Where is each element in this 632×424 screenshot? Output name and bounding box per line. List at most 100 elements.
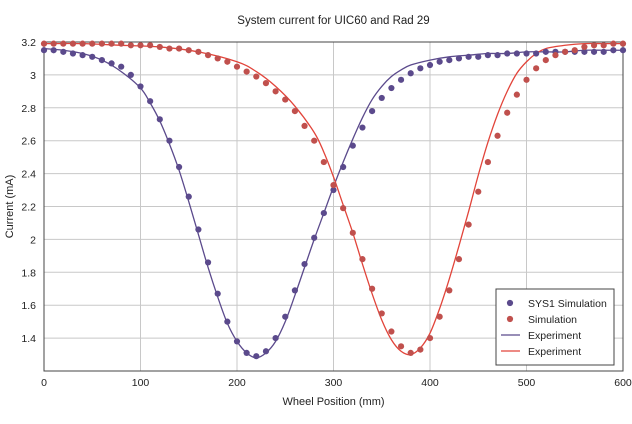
data-point <box>513 91 520 98</box>
y-tick-label: 3 <box>30 70 36 82</box>
data-point <box>243 349 250 357</box>
data-point <box>562 48 569 55</box>
legend-label: Experiment <box>528 346 581 358</box>
data-point <box>426 335 434 342</box>
data-point <box>533 50 540 57</box>
data-point <box>118 40 125 47</box>
data-point <box>253 73 260 80</box>
data-point <box>359 256 366 263</box>
data-point <box>176 163 183 171</box>
data-point <box>224 58 231 65</box>
plot-area <box>43 41 624 372</box>
data-point <box>108 60 115 67</box>
data-point <box>369 107 376 115</box>
data-point <box>446 287 453 294</box>
data-point <box>417 346 424 353</box>
data-point <box>600 42 607 49</box>
data-point <box>407 70 414 77</box>
legend-marker <box>506 315 514 323</box>
legend-label: Simulation <box>528 314 577 326</box>
data-point <box>436 58 443 65</box>
data-point <box>233 338 241 345</box>
data-point <box>243 68 250 75</box>
chart-title: System current for UIC60 and Rad 29 <box>237 15 429 27</box>
data-point <box>349 142 356 149</box>
data-point <box>523 76 530 83</box>
data-point <box>166 45 173 52</box>
data-point <box>455 55 463 62</box>
y-axis-label: Current (mA) <box>4 175 16 239</box>
data-point <box>262 80 270 87</box>
data-point <box>147 42 154 49</box>
data-point <box>69 40 77 47</box>
data-point <box>349 229 356 236</box>
x-tick-label: 0 <box>41 377 47 389</box>
y-tick-label: 2 <box>30 234 36 246</box>
data-point <box>378 310 385 317</box>
data-point <box>446 56 453 64</box>
data-point <box>311 137 318 144</box>
y-tick-label: 2.2 <box>21 202 36 214</box>
data-point <box>156 43 163 51</box>
data-point <box>571 47 578 54</box>
data-point <box>475 188 482 195</box>
data-point <box>89 40 96 47</box>
data-point <box>60 40 67 47</box>
data-point <box>195 48 202 55</box>
data-point <box>127 71 134 78</box>
data-point <box>330 186 337 194</box>
legend-label: SYS1 Simulation <box>528 298 607 310</box>
data-point <box>600 48 607 55</box>
data-point <box>185 193 192 200</box>
legend-marker <box>506 299 514 307</box>
data-point <box>455 256 463 263</box>
data-point <box>224 318 231 325</box>
data-point <box>50 40 57 47</box>
data-point <box>330 182 337 189</box>
data-point <box>504 109 511 116</box>
data-point <box>610 47 617 54</box>
data-point <box>147 98 154 105</box>
legend-label: Experiment <box>528 330 581 342</box>
data-point <box>484 52 491 59</box>
data-point <box>513 50 520 57</box>
data-point <box>89 53 96 60</box>
data-point <box>214 55 221 62</box>
y-tick-label: 1.8 <box>21 267 36 279</box>
data-point <box>214 290 221 297</box>
y-tick-label: 1.6 <box>21 300 36 312</box>
data-point <box>233 63 241 70</box>
data-point <box>504 50 511 57</box>
data-point <box>262 348 270 355</box>
experiment-line <box>43 42 623 356</box>
x-tick-label: 400 <box>421 377 439 389</box>
legend-box <box>495 288 615 366</box>
data-point <box>590 42 598 49</box>
data-point <box>619 47 627 54</box>
data-point <box>98 56 105 64</box>
data-point <box>542 48 549 55</box>
data-point <box>533 65 540 72</box>
data-point <box>69 50 77 57</box>
data-point <box>291 287 298 294</box>
data-point <box>494 132 501 139</box>
data-point <box>301 260 308 268</box>
data-point <box>50 47 57 54</box>
data-point <box>118 63 125 70</box>
data-point <box>108 40 115 47</box>
data-point <box>388 84 395 92</box>
data-point <box>378 94 385 102</box>
data-point <box>272 335 279 342</box>
data-point <box>542 56 549 64</box>
y-tick-label: 1.4 <box>21 333 36 345</box>
data-point <box>388 328 395 335</box>
data-point <box>417 65 424 72</box>
data-point <box>369 285 376 292</box>
data-point <box>436 313 443 320</box>
data-point <box>340 205 347 212</box>
data-point <box>340 163 347 171</box>
data-point <box>523 50 530 57</box>
data-point <box>137 42 144 49</box>
data-point <box>475 53 482 60</box>
